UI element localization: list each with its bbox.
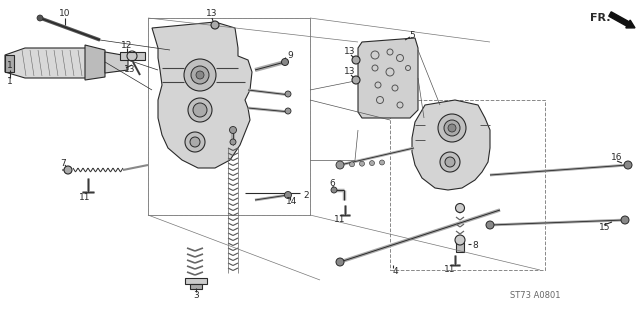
Circle shape bbox=[456, 203, 465, 213]
Polygon shape bbox=[412, 100, 490, 190]
Text: 11: 11 bbox=[444, 265, 456, 275]
Text: 12: 12 bbox=[122, 40, 132, 49]
Circle shape bbox=[230, 126, 237, 134]
Circle shape bbox=[438, 114, 466, 142]
Circle shape bbox=[336, 161, 344, 169]
Polygon shape bbox=[105, 52, 128, 73]
FancyArrow shape bbox=[609, 12, 635, 28]
Bar bbox=[190, 284, 202, 289]
Circle shape bbox=[64, 166, 72, 174]
Text: 13: 13 bbox=[344, 48, 356, 57]
Circle shape bbox=[624, 161, 632, 169]
Text: 8: 8 bbox=[472, 240, 478, 249]
Text: 13: 13 bbox=[344, 68, 356, 76]
Circle shape bbox=[285, 192, 291, 198]
Circle shape bbox=[621, 216, 629, 224]
Bar bbox=[148, 18, 310, 215]
Circle shape bbox=[211, 21, 219, 29]
Text: 15: 15 bbox=[599, 223, 611, 233]
Text: 6: 6 bbox=[329, 178, 335, 187]
Text: 16: 16 bbox=[611, 153, 623, 162]
Bar bbox=[148, 18, 310, 215]
Text: 3: 3 bbox=[193, 291, 199, 300]
Circle shape bbox=[193, 103, 207, 117]
Circle shape bbox=[336, 258, 344, 266]
Text: 4: 4 bbox=[392, 268, 398, 276]
Text: 9: 9 bbox=[287, 50, 293, 59]
Text: 7: 7 bbox=[60, 158, 66, 167]
Text: 11: 11 bbox=[79, 193, 91, 203]
Circle shape bbox=[448, 124, 456, 132]
Circle shape bbox=[440, 152, 460, 172]
Circle shape bbox=[185, 132, 205, 152]
Text: 14: 14 bbox=[286, 198, 298, 207]
Circle shape bbox=[285, 91, 291, 97]
Polygon shape bbox=[5, 55, 14, 72]
Circle shape bbox=[190, 137, 200, 147]
Text: 11: 11 bbox=[334, 215, 346, 224]
Circle shape bbox=[360, 161, 365, 166]
Circle shape bbox=[331, 187, 337, 193]
Circle shape bbox=[455, 235, 465, 245]
Circle shape bbox=[282, 59, 289, 65]
Polygon shape bbox=[85, 45, 105, 80]
Circle shape bbox=[352, 56, 360, 64]
Text: ST73 A0801: ST73 A0801 bbox=[510, 290, 561, 300]
Text: 2: 2 bbox=[303, 191, 309, 199]
Text: 1: 1 bbox=[7, 60, 13, 69]
Text: 1: 1 bbox=[7, 78, 13, 86]
Bar bbox=[456, 242, 464, 252]
Polygon shape bbox=[152, 22, 252, 168]
Circle shape bbox=[444, 120, 460, 136]
Circle shape bbox=[37, 15, 43, 21]
Bar bbox=[185, 278, 207, 284]
Circle shape bbox=[285, 108, 291, 114]
Text: 5: 5 bbox=[409, 30, 415, 39]
Circle shape bbox=[188, 98, 212, 122]
Circle shape bbox=[369, 161, 374, 166]
Circle shape bbox=[230, 139, 236, 145]
Text: 10: 10 bbox=[60, 9, 71, 18]
Circle shape bbox=[191, 66, 209, 84]
Text: 13: 13 bbox=[206, 9, 218, 18]
Circle shape bbox=[196, 71, 204, 79]
Text: FR.: FR. bbox=[589, 13, 611, 23]
Circle shape bbox=[352, 76, 360, 84]
Bar bbox=[390, 100, 545, 270]
Polygon shape bbox=[358, 38, 418, 118]
Text: 13: 13 bbox=[124, 65, 136, 74]
Circle shape bbox=[184, 59, 216, 91]
Circle shape bbox=[349, 162, 355, 167]
Circle shape bbox=[445, 157, 455, 167]
Circle shape bbox=[486, 221, 494, 229]
Circle shape bbox=[380, 160, 385, 165]
Polygon shape bbox=[5, 48, 105, 78]
Polygon shape bbox=[120, 52, 145, 60]
